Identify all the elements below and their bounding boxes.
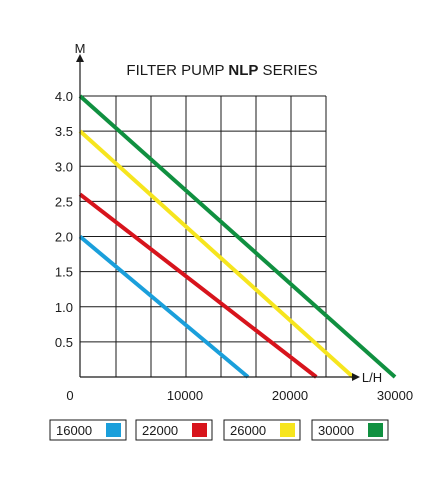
y-tick-label: 1.5 [55, 265, 73, 280]
x-axis-label: L/H [362, 370, 382, 385]
y-tick-label: 2.0 [55, 230, 73, 245]
y-axis-label: M [75, 41, 86, 56]
tick-labels: 0.5 1.0 1.5 2.0 2.5 3.0 3.5 4.0 0 10000 20000 30000 [55, 89, 413, 403]
y-tick-label: 0.5 [55, 335, 73, 350]
y-tick-label: 1.0 [55, 300, 73, 315]
legend-label: 26000 [230, 423, 266, 438]
legend-swatch [280, 423, 295, 437]
chart-title: FILTER PUMP NLP SERIES [126, 62, 317, 79]
legend-item-22000: 22000 [135, 419, 213, 441]
series-line-16000 [78, 234, 250, 379]
y-tick-label: 3.0 [55, 159, 73, 174]
legend-swatch [368, 423, 383, 437]
grid [80, 95, 327, 377]
series-line-26000 [78, 129, 355, 379]
legend-label: 16000 [56, 423, 92, 438]
legend-item-26000: 26000 [223, 419, 301, 441]
series-line-30000 [78, 94, 397, 379]
legend-item-30000: 30000 [311, 419, 389, 441]
legend-label: 22000 [142, 423, 178, 438]
series-line-22000 [78, 192, 318, 379]
legend-swatch [192, 423, 207, 437]
x-tick-label: 30000 [377, 388, 413, 403]
legend-swatch [106, 423, 121, 437]
y-tick-label: 4.0 [55, 89, 73, 104]
y-tick-label: 3.5 [55, 124, 73, 139]
series-lines [78, 94, 397, 379]
y-tick-label: 2.5 [55, 194, 73, 209]
x-tick-label: 20000 [272, 388, 308, 403]
legend-label: 30000 [318, 423, 354, 438]
x-tick-label: 0 [66, 388, 73, 403]
x-tick-label: 10000 [167, 388, 203, 403]
legend-item-16000: 16000 [49, 419, 127, 441]
axes [76, 54, 360, 381]
legend: 16000 22000 26000 30000 [49, 419, 389, 441]
